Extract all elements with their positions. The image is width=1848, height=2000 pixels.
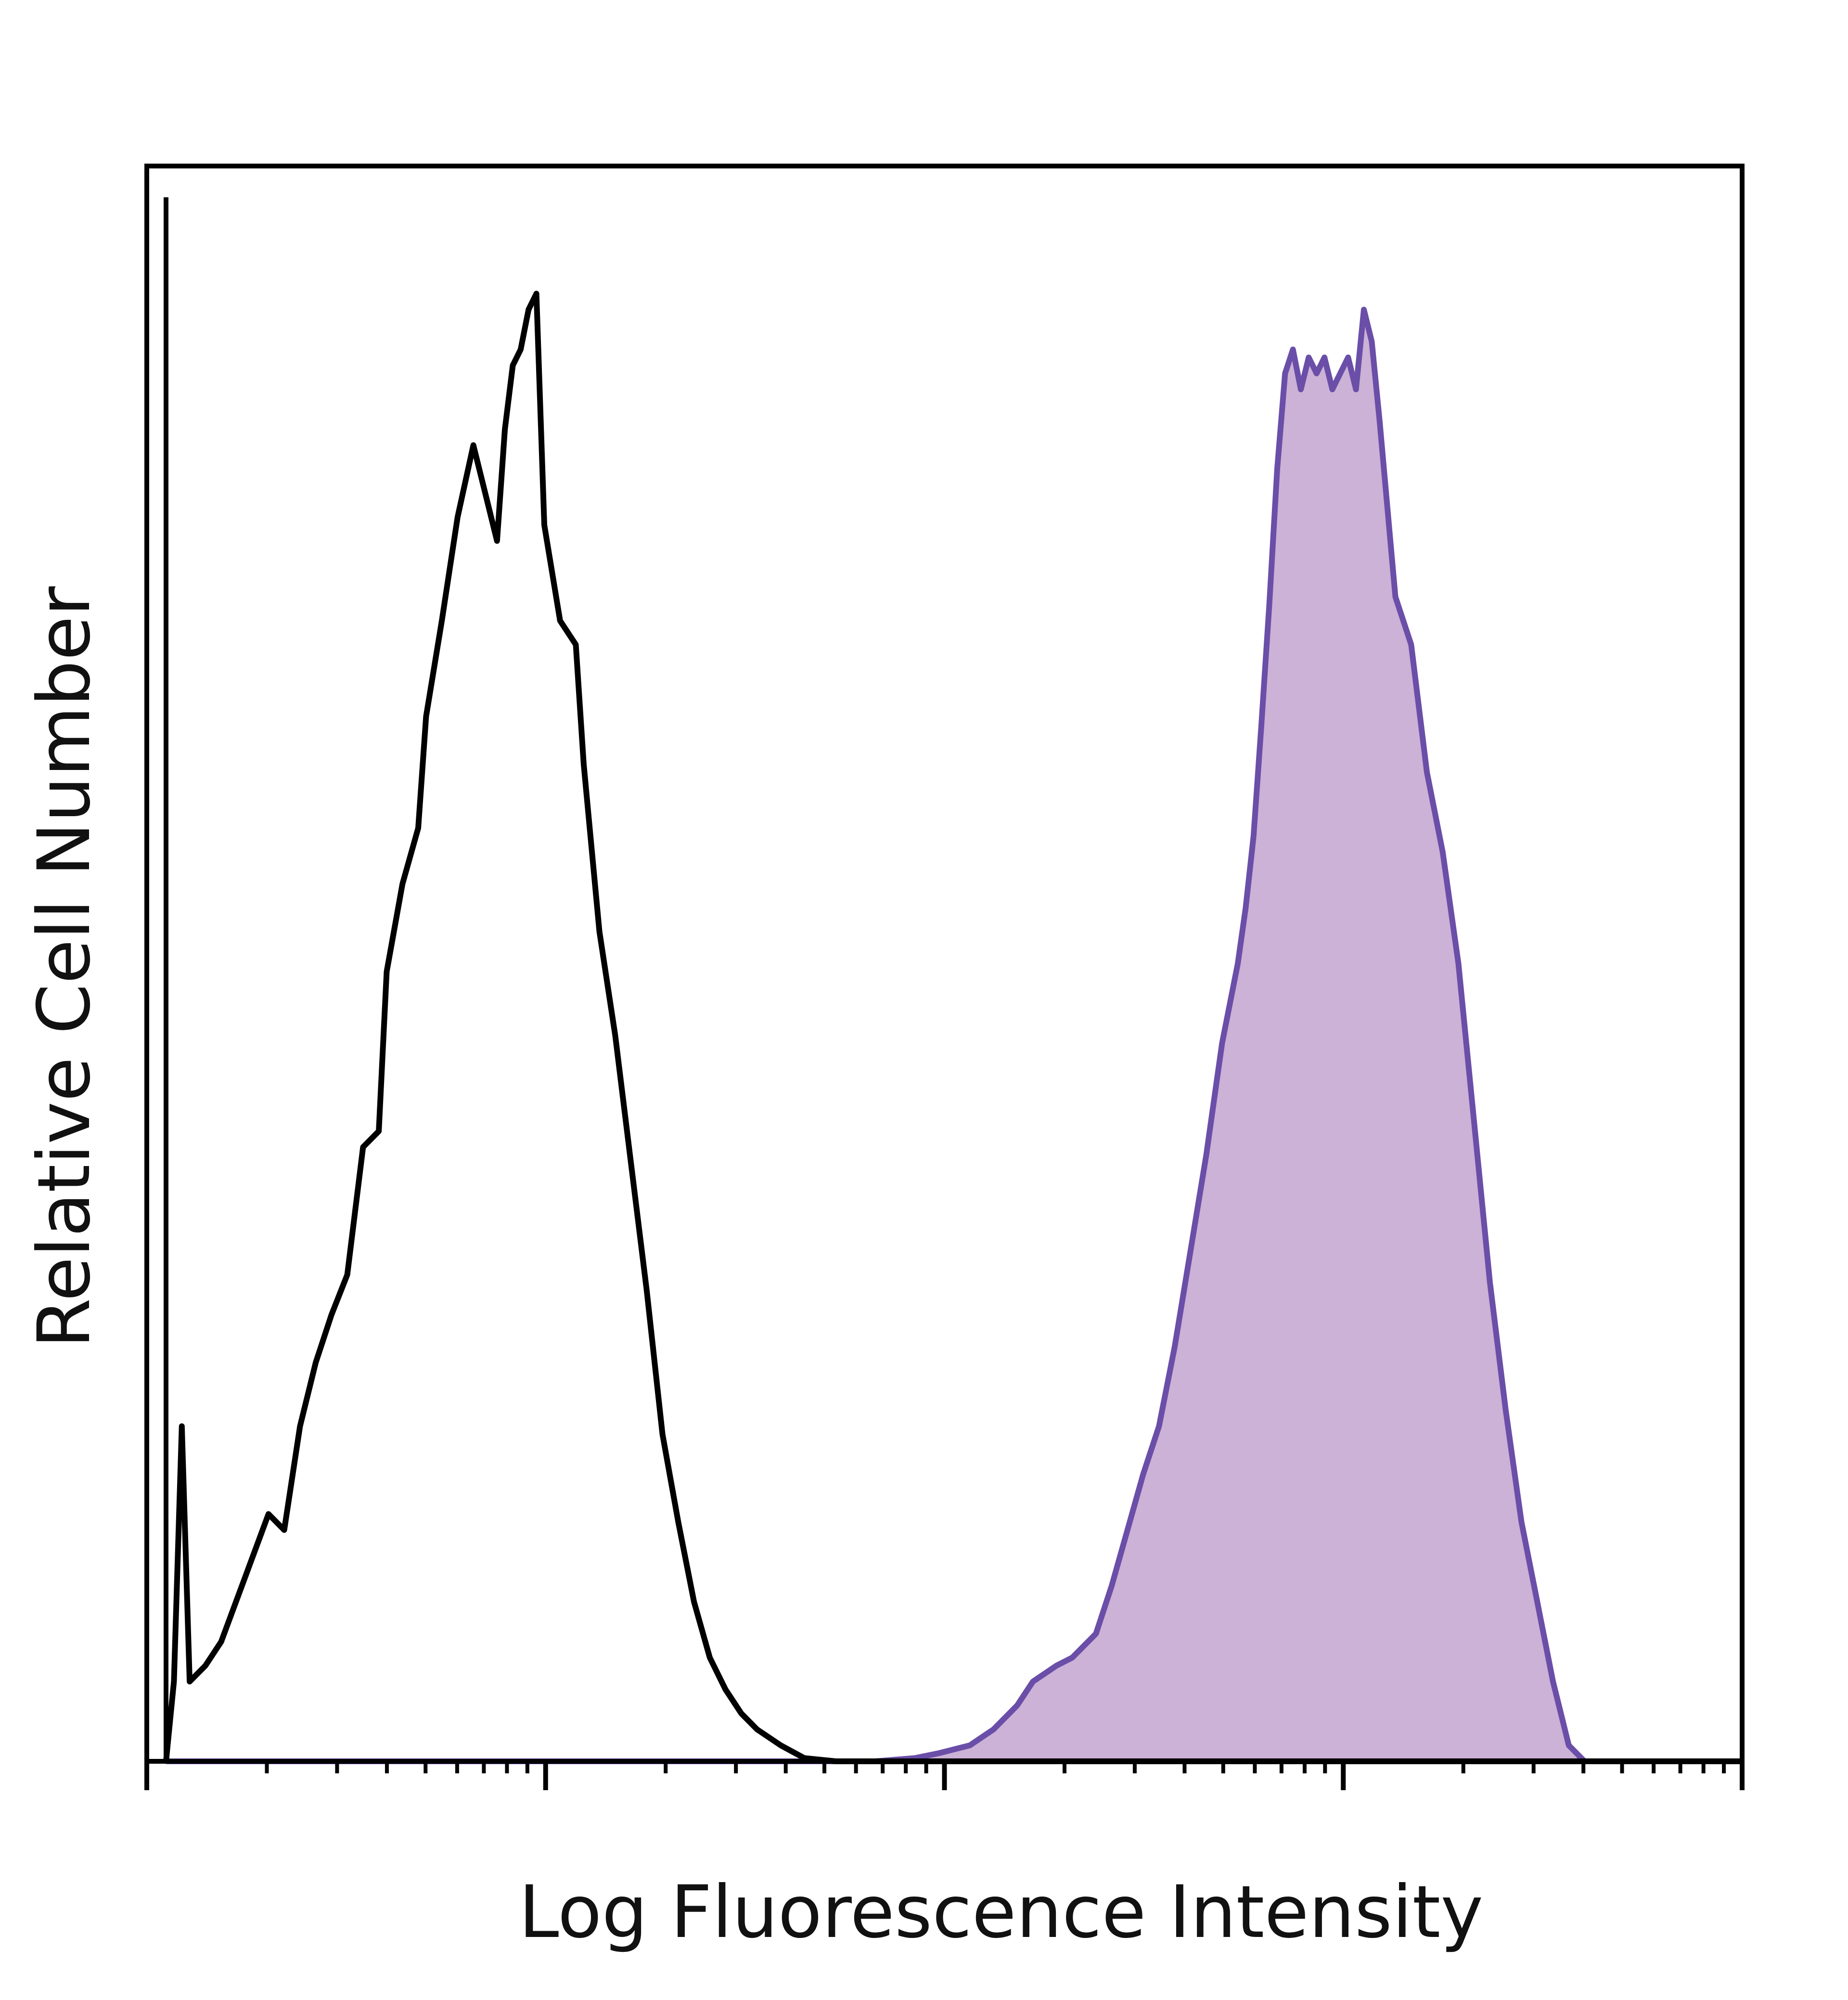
axis-layer xyxy=(144,164,1745,1790)
series-layer xyxy=(163,197,1742,1764)
series-line-0 xyxy=(166,307,1742,1764)
x-axis-title: Log Fluorescence Intensity xyxy=(519,1871,1483,1954)
series-line-1 xyxy=(163,291,1742,1764)
series-fill-0 xyxy=(166,309,1742,1761)
y-axis-title: Relative Cell Number xyxy=(23,586,106,1348)
